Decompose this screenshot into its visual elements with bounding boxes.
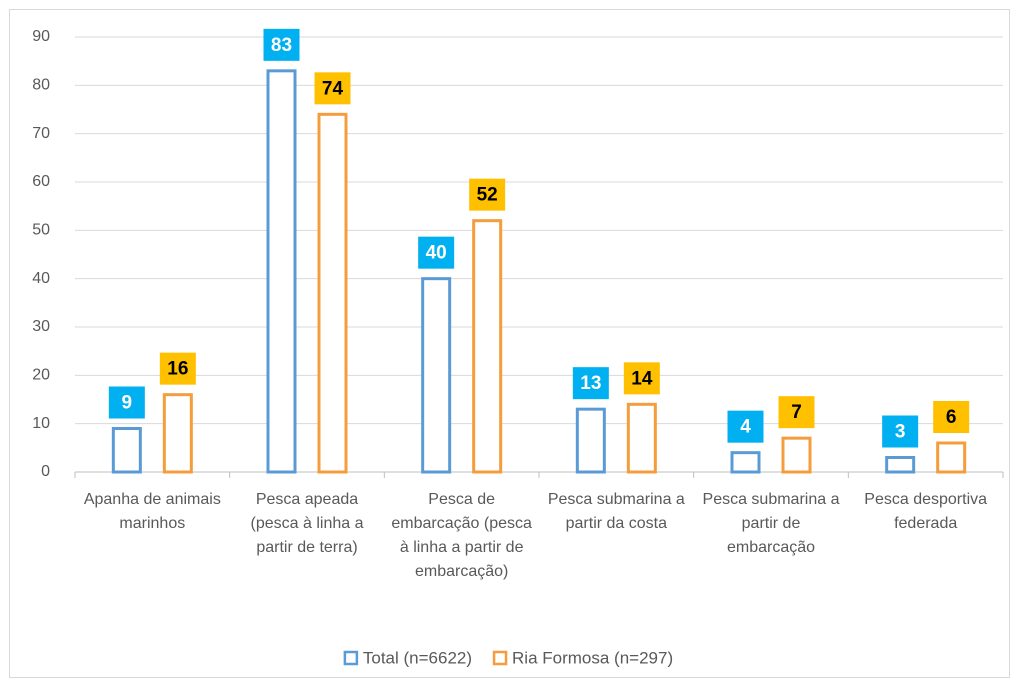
label-line: marinhos (119, 515, 185, 532)
data-label: 74 (322, 78, 344, 99)
data-label: 4 (740, 417, 751, 438)
label-line: Pesca desportiva (864, 491, 987, 508)
legend-swatch (492, 650, 508, 666)
data-label-box (882, 415, 919, 448)
data-label-box (314, 72, 351, 105)
bar (575, 407, 606, 474)
x-tick-label: Pesca apeada (pesca à linha a partir de te… (251, 491, 364, 556)
label-line: embarcação) (415, 563, 508, 580)
y-tick-label: 70 (32, 125, 50, 142)
y-tick-label: 0 (41, 463, 50, 480)
bar (472, 219, 503, 474)
legend: Total (n=6622) Ria Formosa (n=297) (343, 648, 673, 667)
data-label-box (727, 410, 764, 443)
data-label-box (623, 362, 660, 395)
data-label-box (263, 28, 300, 61)
data-label: 83 (271, 35, 292, 56)
data-label: 6 (946, 407, 957, 428)
y-tick-label: 40 (32, 270, 50, 287)
label-line: (pesca à linha a (251, 515, 364, 532)
y-tick-label: 50 (32, 222, 50, 239)
data-label-box (469, 178, 506, 211)
y-tick-label: 60 (32, 173, 50, 190)
bar (936, 441, 967, 474)
y-tick-label: 20 (32, 367, 50, 384)
bar (421, 277, 452, 474)
y-tick-label: 30 (32, 318, 50, 335)
bar (317, 112, 348, 474)
x-tick-label: Apanha de animais marinhos (84, 491, 221, 532)
data-label: 7 (791, 402, 802, 423)
x-tick-label: Pesca submarina a partir de embarcação (703, 491, 840, 556)
chart-frame (9, 9, 1010, 678)
data-label: 13 (580, 373, 601, 394)
bar (730, 451, 761, 474)
y-tick-label: 90 (32, 28, 50, 45)
label-line: partir da costa (566, 515, 667, 532)
label-line: Pesca submarina a (703, 491, 840, 508)
x-tick-label: Pesca de embarcação (pesca à linha a parti… (391, 491, 532, 580)
data-label: 3 (895, 422, 906, 443)
legend-label: Ria Formosa (n=297) (512, 648, 673, 667)
label-line: partir de terra) (256, 539, 357, 556)
bar (626, 402, 657, 474)
label-line: partir de (742, 515, 801, 532)
label-line: Pesca submarina a (548, 491, 685, 508)
data-label: 9 (122, 393, 133, 414)
data-label-box (572, 367, 609, 400)
data-label: 14 (631, 368, 653, 389)
bar (266, 69, 297, 474)
data-label: 16 (167, 359, 188, 380)
label-line: Apanha de animais (84, 491, 221, 508)
legend-swatch (343, 650, 359, 666)
label-line: federada (894, 515, 957, 532)
label-line: embarcação (pesca (391, 515, 532, 532)
label-line: Pesca apeada (256, 491, 358, 508)
label-line: embarcação (727, 539, 815, 556)
legend-label: Total (n=6622) (363, 648, 472, 667)
bar (162, 393, 193, 474)
bar (781, 436, 812, 474)
data-label-box (778, 396, 815, 429)
y-tick-label: 80 (32, 77, 50, 94)
x-tick-label: Pesca submarina a partir da costa (548, 491, 685, 532)
data-label: 52 (477, 185, 498, 206)
data-label: 40 (426, 243, 447, 264)
data-label-box (418, 236, 455, 269)
data-label-box (159, 352, 196, 385)
label-line: à linha a partir de (400, 539, 524, 556)
label-line: Pesca de (428, 491, 495, 508)
data-label-box (108, 386, 145, 419)
y-tick-label: 10 (32, 415, 50, 432)
bar (111, 427, 142, 474)
x-tick-label: Pesca desportiva federada (864, 491, 987, 532)
data-label-box (933, 401, 970, 433)
bar (885, 456, 916, 474)
